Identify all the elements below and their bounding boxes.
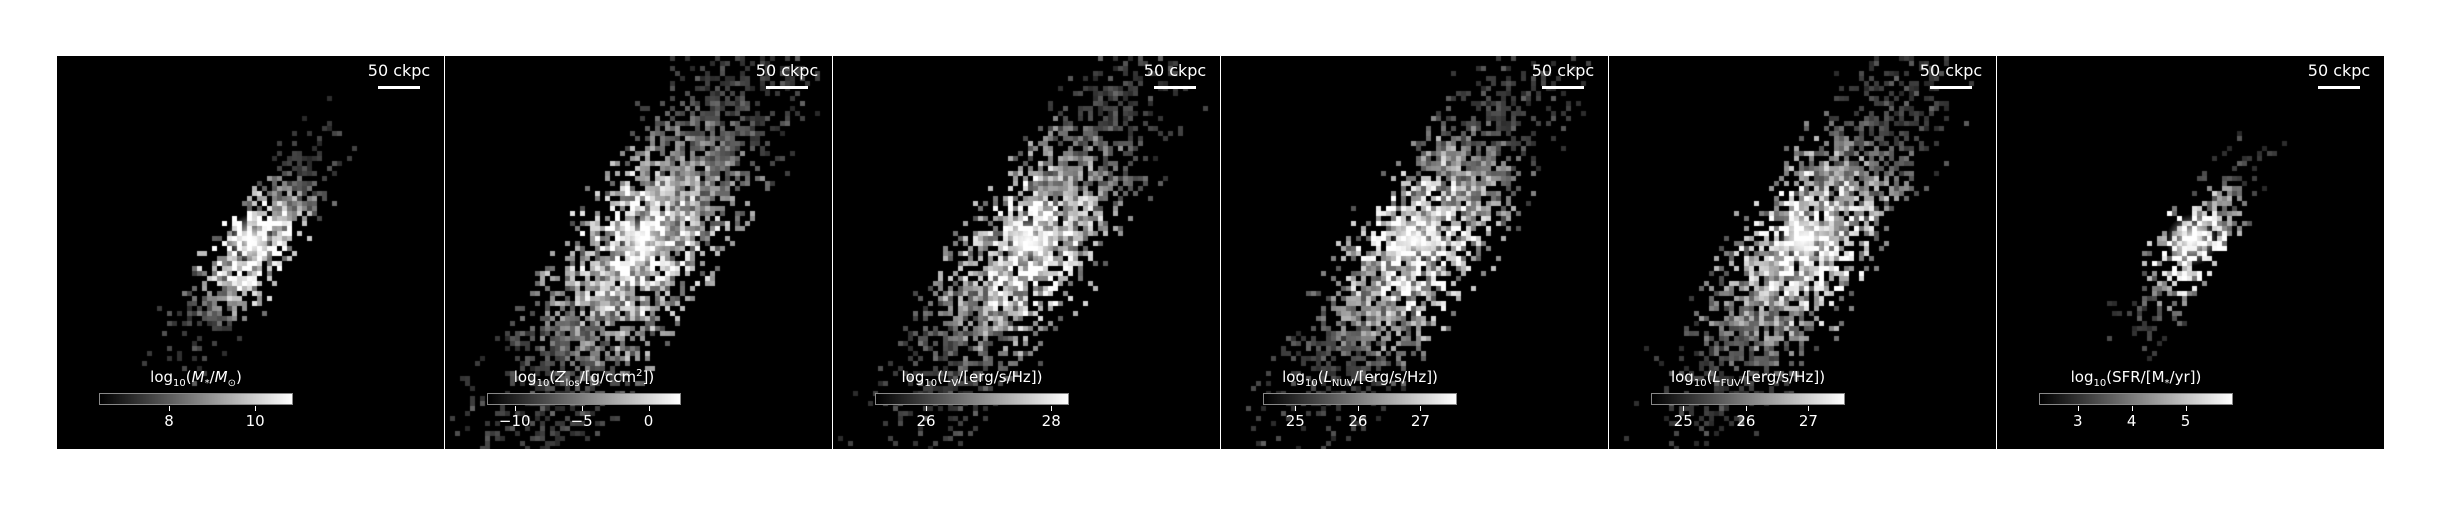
galaxy-map	[445, 56, 832, 449]
galaxy-map	[1997, 56, 2384, 449]
image-panel-4: 50 ckpc log10(LNUV/[erg/s/Hz]) 25 26 27	[1221, 56, 1608, 449]
colorbar: log10(M*/M⊙) 8 10	[99, 368, 293, 430]
colorbar-tick-label: 26	[916, 412, 936, 430]
colorbar-label: log10(LV/[erg/s/Hz])	[901, 368, 1043, 389]
scale-bar-label: 50 ckpc	[367, 61, 431, 80]
colorbar-tick-label: 27	[1410, 412, 1430, 430]
colorbar-tick-label: 26	[1736, 412, 1756, 430]
colorbar-tick-label: 5	[2180, 412, 2191, 430]
image-panel-1: 50 ckpc log10(M*/M⊙) 8 10	[57, 56, 444, 449]
colorbar-tick-label: 8	[164, 412, 174, 430]
colorbar-gradient: 3 4 5	[2039, 393, 2233, 430]
colorbar-gradient: 26 28	[875, 393, 1069, 430]
colorbar-tick-label: 25	[1285, 412, 1305, 430]
colorbar: log10(LFUV/[erg/s/Hz]) 25 26 27	[1651, 368, 1845, 430]
colorbar-label: log10(M*/M⊙)	[150, 368, 242, 389]
colorbar-tick-label: 25	[1673, 412, 1693, 430]
scale-bar-label: 50 ckpc	[755, 61, 819, 80]
scale-bar: 50 ckpc	[2294, 62, 2384, 89]
colorbar-tick	[1051, 406, 1053, 411]
image-panel-2: 50 ckpc log10(Zlos/[g/ccm2]) −10 −5 0	[445, 56, 832, 449]
colorbar-tick	[255, 406, 257, 411]
colorbar-tick-label: −5	[570, 412, 593, 430]
scale-bar-line	[1542, 86, 1584, 89]
scale-bar-line	[766, 86, 808, 89]
scale-bar: 50 ckpc	[1518, 62, 1608, 89]
colorbar-tick	[1295, 406, 1297, 411]
colorbar-gradient: 25 26 27	[1651, 393, 1845, 430]
colorbar: log10(Zlos/[g/ccm2]) −10 −5 0	[487, 368, 681, 430]
image-panel-5: 50 ckpc log10(LFUV/[erg/s/Hz]) 25 26 27	[1609, 56, 1996, 449]
colorbar-tick	[1683, 406, 1685, 411]
scale-bar: 50 ckpc	[354, 62, 444, 89]
scale-bar-line	[2318, 86, 2360, 89]
colorbar-tick-label: 4	[2126, 412, 2137, 430]
colorbar-tick	[514, 406, 516, 411]
colorbar-tick	[2185, 406, 2187, 411]
colorbar-label: log10(Zlos/[g/ccm2])	[513, 368, 655, 389]
colorbar: log10(SFR/[M*/yr]) 3 4 5	[2039, 368, 2233, 430]
colorbar-tick	[1357, 406, 1359, 411]
colorbar-tick	[581, 406, 583, 411]
colorbar-tick-label: 10	[245, 412, 265, 430]
colorbar-tick	[1745, 406, 1747, 411]
scale-bar-label: 50 ckpc	[1143, 61, 1207, 80]
galaxy-map	[1221, 56, 1608, 449]
scale-bar: 50 ckpc	[1130, 62, 1220, 89]
colorbar-tick	[926, 406, 928, 411]
colorbar-tick-label: 26	[1348, 412, 1368, 430]
image-panel-3: 50 ckpc log10(LV/[erg/s/Hz]) 26 28	[833, 56, 1220, 449]
colorbar-tick	[2077, 406, 2079, 411]
scale-bar: 50 ckpc	[1906, 62, 1996, 89]
colorbar-tick	[648, 406, 650, 411]
colorbar-tick-label: 27	[1798, 412, 1818, 430]
galaxy-map	[833, 56, 1220, 449]
colorbar: log10(LNUV/[erg/s/Hz]) 25 26 27	[1263, 368, 1457, 430]
colorbar-tick-label: 3	[2072, 412, 2083, 430]
scale-bar: 50 ckpc	[742, 62, 832, 89]
colorbar-label: log10(LNUV/[erg/s/Hz])	[1282, 368, 1438, 389]
colorbar-tick	[2131, 406, 2133, 411]
colorbar-label: log10(LFUV/[erg/s/Hz])	[1670, 368, 1826, 389]
scale-bar-line	[1930, 86, 1972, 89]
scale-bar-line	[378, 86, 420, 89]
scale-bar-line	[1154, 86, 1196, 89]
colorbar-tick	[1420, 406, 1422, 411]
colorbar-label: log10(SFR/[M*/yr])	[2070, 368, 2202, 389]
colorbar-gradient: 8 10	[99, 393, 293, 430]
colorbar-gradient: 25 26 27	[1263, 393, 1457, 430]
scale-bar-label: 50 ckpc	[2307, 61, 2371, 80]
colorbar-tick-label: 0	[643, 412, 654, 430]
colorbar-tick	[1808, 406, 1810, 411]
scale-bar-label: 50 ckpc	[1919, 61, 1983, 80]
galaxy-map	[1609, 56, 1996, 449]
colorbar-tick-label: 28	[1041, 412, 1061, 430]
galaxy-map	[57, 56, 444, 449]
colorbar-tick-label: −10	[498, 412, 531, 430]
colorbar-tick	[168, 406, 170, 411]
image-panel-6: 50 ckpc log10(SFR/[M*/yr]) 3 4 5	[1997, 56, 2384, 449]
colorbar: log10(LV/[erg/s/Hz]) 26 28	[875, 368, 1069, 430]
colorbar-gradient: −10 −5 0	[487, 393, 681, 430]
scale-bar-label: 50 ckpc	[1531, 61, 1595, 80]
